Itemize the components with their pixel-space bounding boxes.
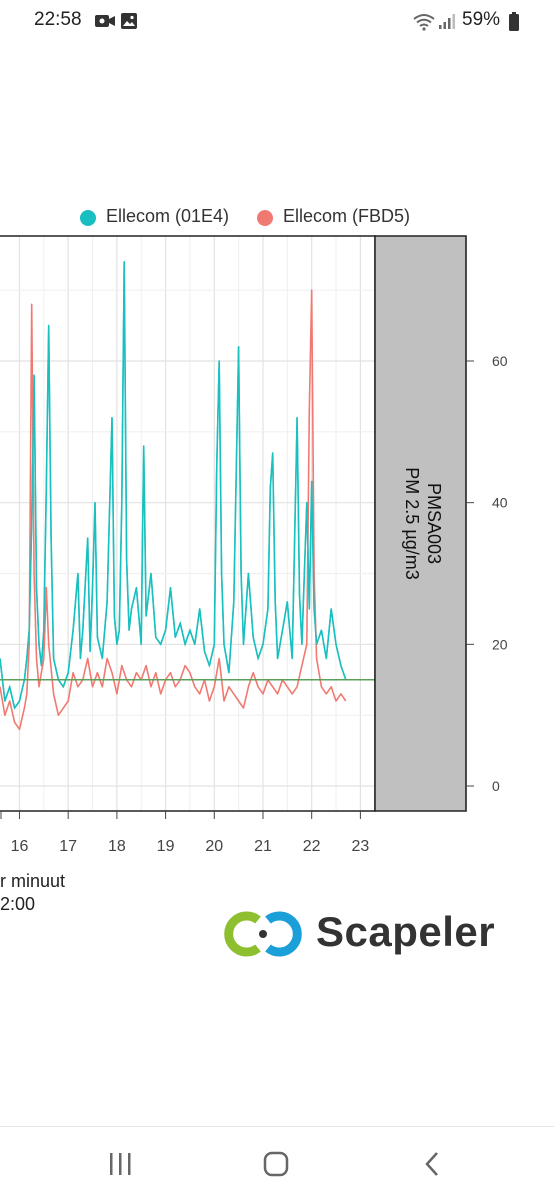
facet-label-sensor: PMSA003 — [424, 483, 444, 564]
x-tick-label: 22 — [303, 838, 321, 855]
battery-icon — [508, 12, 520, 37]
plot-panel — [0, 236, 375, 811]
scapeler-logo-text: Scapeler — [316, 908, 496, 955]
scapeler-logo-mark — [224, 911, 302, 957]
status-bar: 22:58 59% — [0, 0, 554, 44]
x-tick-label: 16 — [11, 838, 29, 855]
home-icon — [263, 1151, 289, 1177]
battery-percent: 59% — [462, 9, 501, 30]
image-icon — [120, 12, 138, 35]
x-tick-label: 23 — [351, 838, 369, 855]
series-line-01e4-overlay — [0, 261, 347, 710]
wifi-icon — [412, 12, 436, 37]
facet-label-unit: PM 2.5 µg/m3 — [402, 467, 422, 579]
y-tick-label: 60 — [492, 353, 508, 369]
status-time: 22:58 — [34, 9, 82, 30]
home-button[interactable] — [246, 1145, 306, 1185]
navigation-bar — [0, 1126, 554, 1201]
back-button[interactable] — [402, 1145, 462, 1185]
x-tick-label: 17 — [59, 838, 77, 855]
signal-icon — [438, 12, 456, 35]
x-axis-title: r minuut 2:00 — [0, 870, 65, 916]
legend-marker-fbd5 — [257, 210, 273, 226]
y-tick-label: 0 — [492, 778, 500, 794]
y-tick-label: 20 — [492, 636, 508, 652]
x-axis-title-line-1: r minuut — [0, 871, 66, 891]
screen-record-icon — [94, 12, 116, 35]
facet-strip — [374, 235, 467, 812]
x-tick-label: 21 — [254, 838, 272, 855]
legend-label-fbd5: Ellecom (FBD5) — [283, 206, 411, 226]
back-icon — [425, 1152, 438, 1176]
series-line-fbd5 — [0, 289, 347, 731]
x-tick-label: 20 — [205, 838, 223, 855]
x-tick-label: 18 — [108, 838, 126, 855]
y-tick-label: 40 — [492, 495, 508, 511]
x-axis-title-line-2: 2:00 — [0, 894, 36, 914]
recent-apps-icon — [110, 1153, 131, 1175]
legend-marker-01e4 — [80, 210, 96, 226]
x-tick-label: 19 — [157, 838, 175, 855]
recent-apps-button[interactable] — [90, 1145, 150, 1185]
legend-label-01e4: Ellecom (01E4) — [106, 206, 230, 226]
scapeler-logo: Scapeler — [214, 906, 496, 962]
